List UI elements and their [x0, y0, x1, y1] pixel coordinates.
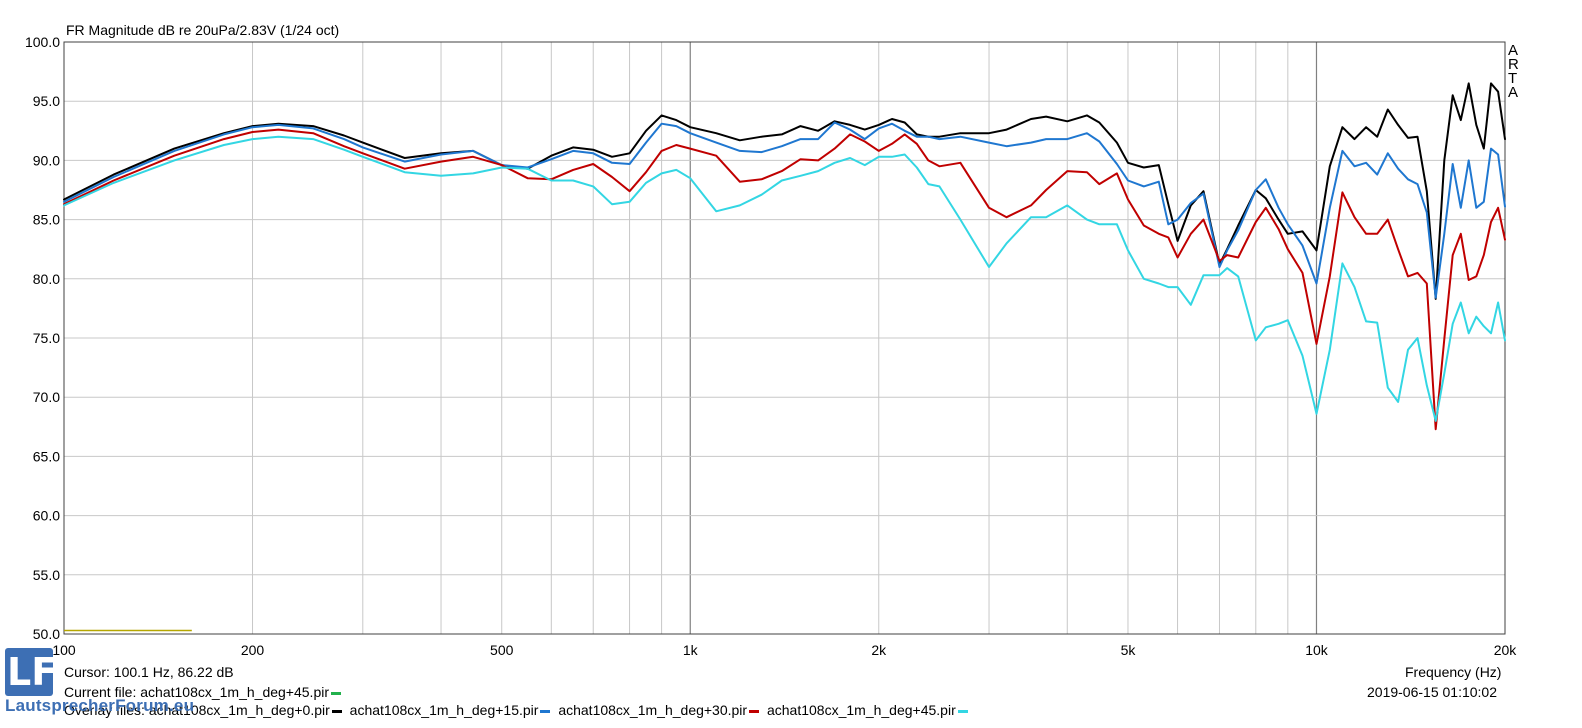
current-file-label: Current file: achat108cx_1m_h_deg+45.pir [64, 684, 330, 700]
series-line-2 [63, 128, 1506, 431]
y-tick-label: 50.0 [33, 626, 60, 642]
y-tick-label: 70.0 [33, 389, 60, 405]
y-tick-label: 85.0 [33, 212, 60, 228]
y-tick-label: 90.0 [33, 152, 60, 168]
x-tick-label: 500 [490, 642, 514, 658]
timestamp: 2019-06-15 01:10:02 [1367, 684, 1497, 700]
x-tick-label: 2k [871, 642, 887, 658]
y-tick-label: 55.0 [33, 567, 60, 583]
logo-letters: LF [7, 650, 58, 694]
arta-letter: A [1508, 42, 1519, 59]
arta-letter: R [1508, 56, 1519, 73]
current-file-color-swatch [331, 691, 342, 695]
overlay-file: achat108cx_1m_h_deg+30.pir [558, 702, 748, 718]
x-axis-label: Frequency (Hz) [1405, 664, 1502, 680]
y-tick-label: 95.0 [33, 93, 60, 109]
overlay-color-swatch [331, 709, 342, 713]
y-tick-label: 80.0 [33, 271, 60, 287]
x-tick-label: 10k [1305, 642, 1329, 658]
y-tick-label: 65.0 [33, 448, 60, 464]
x-tick-label: 5k [1121, 642, 1137, 658]
x-tick-label: 20k [1494, 642, 1518, 658]
overlay-file: achat108cx_1m_h_deg+45.pir [766, 702, 956, 718]
x-tick-label: 200 [241, 642, 265, 658]
overlay-file: achat108cx_1m_h_deg+0.pir [148, 702, 330, 718]
y-tick-label: 75.0 [33, 330, 60, 346]
overlay-file: achat108cx_1m_h_deg+15.pir [349, 702, 539, 718]
series-line-1 [63, 121, 1506, 299]
arta-letter: T [1508, 70, 1518, 87]
y-tick-label: 100.0 [25, 34, 60, 50]
overlay-color-swatch [957, 709, 968, 713]
overlay-files-label: Overlay files: [64, 702, 145, 718]
chart-title: FR Magnitude dB re 20uPa/2.83V (1/24 oct… [66, 22, 340, 38]
y-tick-label: 60.0 [33, 508, 60, 524]
lf-logo-icon: LF [5, 648, 57, 696]
x-tick-label: 1k [683, 642, 699, 658]
current-file: Current file: achat108cx_1m_h_deg+45.pir [64, 684, 345, 700]
series-line-3 [63, 135, 1506, 422]
overlay-color-swatch [749, 709, 760, 713]
overlay-color-swatch [540, 709, 551, 713]
overlay-files: Overlay files: achat108cx_1m_h_deg+0.pir… [64, 702, 972, 718]
x-tick-label: 100 [52, 642, 76, 658]
series-line-0 [63, 82, 1506, 300]
logo-text: LautsprecherForum.eu [5, 696, 195, 715]
cursor-readout: Cursor: 100.1 Hz, 86.22 dB [64, 664, 234, 680]
arta-letter: A [1508, 84, 1519, 101]
